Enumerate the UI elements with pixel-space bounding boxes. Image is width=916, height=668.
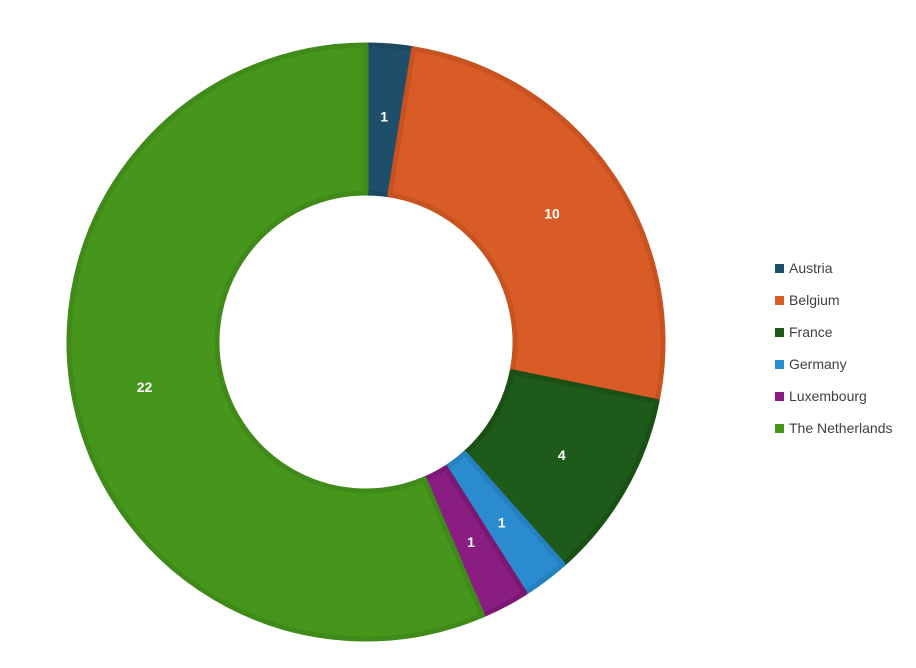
data-labels-group: 1 10 4 1 1 22 [137,109,566,550]
data-label-france: 4 [558,447,566,463]
legend-item-the-netherlands: The Netherlands [775,412,916,444]
slice-belgium [387,46,666,404]
slice-the-netherlands [66,42,485,642]
slices-group [66,42,666,642]
data-label-germany: 1 [498,515,506,531]
legend-label: Germany [789,356,847,372]
data-label-luxembourg: 1 [467,534,475,550]
data-label-austria: 1 [380,109,388,125]
legend: Austria Belgium France Germany Luxembour… [775,252,916,444]
legend-swatch [775,295,784,305]
legend-label: Austria [789,260,833,276]
legend-item-belgium: Belgium [775,284,916,316]
legend-item-luxembourg: Luxembourg [775,380,916,412]
data-label-the-netherlands: 22 [137,379,153,395]
legend-label: Luxembourg [789,388,867,404]
legend-label: Belgium [789,292,840,308]
legend-item-france: France [775,316,916,348]
legend-swatch [775,423,784,433]
data-label-belgium: 10 [544,206,560,222]
legend-swatch [775,359,784,369]
legend-label: France [789,324,833,340]
legend-item-austria: Austria [775,252,916,284]
legend-swatch [775,327,784,337]
legend-swatch [775,263,784,273]
legend-item-germany: Germany [775,348,916,380]
legend-label: The Netherlands [789,420,893,436]
legend-swatch [775,391,784,401]
